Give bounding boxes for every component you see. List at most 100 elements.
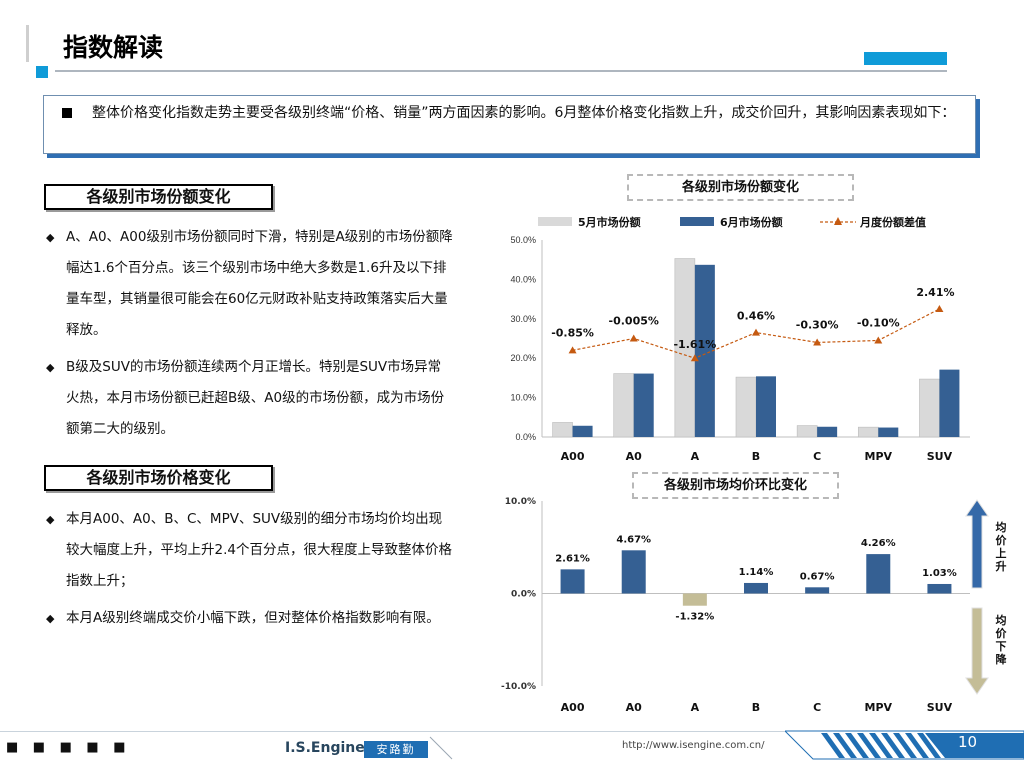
diff-label: -0.30%: [796, 318, 839, 331]
diamond-bullet-icon: ◆: [46, 361, 55, 374]
side-label-down: 下: [996, 640, 1007, 653]
section-heading-share: 各级别市场份额变化: [44, 184, 273, 210]
diamond-bullet-icon: ◆: [46, 513, 55, 526]
bar: [633, 373, 654, 437]
side-label-down: 均: [996, 613, 1007, 627]
x-tick-label: A: [691, 701, 700, 714]
data-label: 0.67%: [800, 571, 835, 582]
diff-marker: [629, 334, 638, 342]
legend-swatch: [538, 217, 572, 226]
brand-logo: I.S.Engine: [285, 740, 365, 756]
chart-title-price: 各级别市场均价环比变化: [632, 472, 839, 499]
bar: [857, 426, 879, 438]
bar: [572, 425, 593, 437]
legend-label: 5月市场份额: [578, 215, 641, 229]
footer-stripe: [893, 733, 917, 758]
x-tick-label: A0: [626, 701, 643, 714]
diff-label: 0.46%: [737, 310, 775, 323]
diff-label: -0.005%: [609, 315, 659, 328]
x-tick-label: C: [813, 701, 821, 714]
page-number: 10: [958, 733, 978, 751]
bar: [817, 426, 838, 437]
footer-dots: ■ ■ ■ ■ ■: [6, 740, 131, 755]
x-tick-label: A: [691, 450, 700, 463]
side-label-down: 降: [996, 652, 1008, 666]
footer-stripe: [869, 733, 893, 758]
chart-title-share: 各级别市场份额变化: [627, 174, 854, 201]
bar: [613, 373, 635, 438]
data-label: 1.03%: [922, 568, 957, 579]
bullet-text: 本月A00、A0、B、C、MPV、SUV级别的细分市场均价均出现较大幅度上升，平…: [66, 511, 452, 589]
diff-label: -0.85%: [551, 326, 594, 339]
y-tick-label: -10.0%: [501, 682, 536, 692]
side-label-down: 价: [996, 627, 1008, 640]
diff-marker: [690, 354, 699, 362]
x-tick-label: SUV: [927, 701, 953, 714]
title-divider: [55, 70, 947, 72]
diff-label: -1.61%: [673, 338, 716, 351]
list-item: ◆ B级及SUV的市场份额连续两个月正增长。特别是SUV市场异常火热，本月市场份…: [44, 352, 454, 445]
list-item: ◆ A、A0、A00级别市场份额同时下滑，特别是A级别的市场份额降幅达1.6个百…: [44, 222, 454, 346]
data-label: 1.14%: [739, 567, 774, 578]
side-label-up: 均: [996, 520, 1007, 534]
section-heading-price: 各级别市场价格变化: [44, 465, 273, 491]
x-tick-label: MPV: [865, 701, 893, 714]
x-tick-label: C: [813, 450, 821, 463]
diff-marker: [813, 338, 822, 346]
bar: [694, 264, 715, 437]
side-label-up: 价: [996, 534, 1008, 547]
bar: [735, 376, 757, 438]
bullet-text: 本月A级别终端成交价小幅下跌，但对整体价格指数影响有限。: [66, 610, 440, 626]
bar: [878, 427, 899, 437]
down-arrow-icon: [965, 607, 989, 695]
bar: [560, 569, 585, 594]
y-tick-label: 50.0%: [510, 235, 536, 245]
y-tick-label: 0.0%: [515, 432, 536, 442]
footer-stripe: [917, 733, 941, 758]
title-square-icon: [36, 66, 48, 78]
legend-marker: [834, 217, 842, 225]
data-label: 4.26%: [861, 538, 896, 549]
bar: [552, 422, 573, 438]
footer-stripe: [833, 733, 857, 758]
diff-label: -0.10%: [857, 316, 900, 329]
y-tick-label: 10.0%: [505, 497, 536, 507]
bar: [756, 376, 776, 437]
bar: [866, 554, 891, 594]
footer-stripe-band: [785, 730, 1024, 760]
footer-stripe: [881, 733, 905, 758]
up-arrow-icon: [965, 499, 989, 589]
diff-label: 2.41%: [916, 286, 954, 299]
footer-stripe: [821, 733, 845, 758]
x-tick-label: MPV: [865, 450, 893, 463]
x-tick-label: SUV: [927, 450, 953, 463]
bullet-text: A、A0、A00级别市场份额同时下滑，特别是A级别的市场份额降幅达1.6个百分点…: [66, 229, 453, 338]
footer-stripe: [857, 733, 881, 758]
y-tick-label: 40.0%: [510, 274, 536, 284]
footer-url: http://www.isengine.com.cn/: [622, 740, 765, 751]
intro-box: 整体价格变化指数走势主要受各级别终端“价格、销量”两方面因素的影响。6月整体价格…: [43, 95, 976, 154]
legend-swatch: [680, 217, 714, 226]
data-label: 2.61%: [555, 553, 590, 564]
title-blue-block: [864, 52, 947, 65]
price-bullet-list: ◆ 本月A00、A0、B、C、MPV、SUV级别的细分市场均价均出现较大幅度上升…: [44, 504, 454, 640]
legend-label: 6月市场份额: [720, 215, 783, 229]
price-change-chart: -10.0% 0.0% 10.0% 2.61% A00 4.67% A0 -1.32% A 1.1…: [501, 497, 1008, 714]
y-tick-label: 20.0%: [510, 353, 536, 363]
data-label: -1.32%: [675, 612, 714, 623]
diff-marker: [874, 336, 883, 344]
list-item: ◆ 本月A00、A0、B、C、MPV、SUV级别的细分市场均价均出现较大幅度上升…: [44, 504, 454, 597]
footer-divider: [0, 731, 1024, 732]
y-tick-label: 10.0%: [510, 393, 536, 403]
share-bullet-list: ◆ A、A0、A00级别市场份额同时下滑，特别是A级别的市场份额降幅达1.6个百…: [44, 222, 454, 451]
y-tick-label: 0.0%: [511, 590, 536, 600]
x-tick-label: A00: [561, 450, 585, 463]
diff-marker: [752, 328, 760, 336]
data-label: 4.67%: [616, 534, 651, 545]
bar: [682, 593, 707, 606]
diff-marker: [935, 304, 944, 312]
title-accent-bar: [26, 25, 29, 62]
x-tick-label: B: [752, 701, 760, 714]
bar: [805, 587, 830, 594]
side-label-up: 升: [996, 559, 1007, 573]
